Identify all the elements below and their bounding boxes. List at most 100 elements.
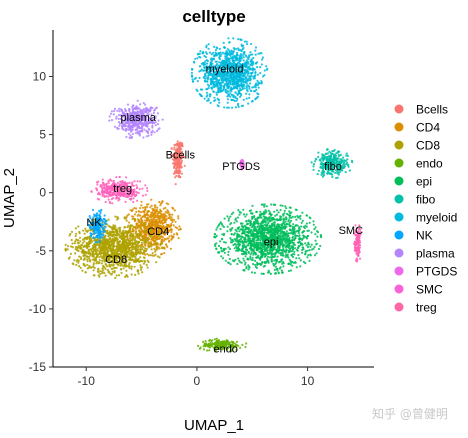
- data-point: [112, 240, 115, 243]
- data-point: [206, 87, 209, 91]
- data-point: [280, 215, 283, 218]
- data-point: [107, 245, 110, 248]
- data-point: [133, 218, 136, 221]
- data-point: [206, 80, 209, 83]
- data-point: [224, 247, 227, 250]
- data-point: [240, 104, 243, 108]
- data-point: [149, 213, 152, 216]
- data-point: [194, 57, 197, 60]
- data-point: [308, 259, 311, 262]
- data-point: [257, 247, 260, 250]
- data-point: [203, 97, 206, 100]
- data-point: [252, 250, 255, 253]
- data-point: [79, 256, 82, 259]
- data-point: [242, 51, 245, 55]
- data-point: [170, 231, 173, 234]
- data-point: [107, 218, 110, 221]
- data-point: [281, 252, 284, 255]
- data-point: [238, 213, 241, 216]
- data-point: [259, 66, 262, 69]
- data-point: [301, 251, 304, 254]
- data-point: [242, 269, 245, 272]
- data-point: [216, 104, 219, 107]
- data-point: [348, 169, 351, 172]
- data-point: [87, 229, 90, 232]
- data-point: [156, 255, 159, 258]
- data-point: [276, 255, 279, 258]
- data-point: [223, 232, 226, 235]
- data-point: [213, 54, 216, 57]
- data-point: [245, 248, 248, 251]
- data-point: [242, 232, 245, 235]
- data-point: [158, 211, 161, 214]
- data-point: [286, 246, 289, 249]
- data-point: [151, 211, 154, 214]
- data-point: [218, 101, 221, 104]
- data-point: [240, 94, 243, 97]
- data-point: [243, 224, 246, 227]
- data-point: [236, 262, 239, 266]
- data-point: [222, 85, 225, 89]
- data-point: [263, 226, 266, 229]
- data-point: [291, 236, 294, 239]
- data-point: [251, 237, 254, 240]
- data-point: [152, 233, 156, 236]
- data-point: [206, 83, 209, 86]
- data-point: [83, 258, 86, 261]
- data-point: [88, 265, 91, 268]
- data-point: [223, 46, 226, 49]
- data-point: [210, 339, 213, 342]
- data-point: [287, 262, 290, 265]
- data-point: [266, 219, 269, 222]
- data-point: [312, 223, 315, 226]
- data-point: [99, 251, 102, 254]
- data-point: [242, 83, 245, 86]
- data-point: [217, 251, 220, 254]
- data-point: [103, 239, 107, 242]
- data-point: [218, 79, 221, 82]
- data-point: [130, 242, 133, 245]
- data-point: [289, 228, 292, 231]
- data-point: [312, 165, 315, 168]
- data-point: [282, 243, 285, 246]
- data-point: [140, 248, 143, 251]
- data-point: [86, 247, 89, 250]
- data-point: [118, 236, 121, 239]
- data-point: [144, 219, 147, 222]
- data-point: [291, 264, 294, 267]
- data-point: [244, 345, 247, 349]
- data-point: [177, 237, 180, 240]
- data-point: [142, 222, 145, 226]
- data-point: [270, 230, 273, 234]
- data-point: [321, 175, 324, 178]
- data-point: [275, 248, 278, 251]
- data-point: [320, 173, 323, 176]
- data-point: [213, 235, 216, 239]
- data-point: [154, 214, 157, 217]
- data-point: [252, 216, 255, 219]
- data-point: [170, 237, 173, 240]
- data-point: [321, 156, 324, 159]
- data-point: [139, 264, 142, 267]
- data-point: [130, 230, 133, 233]
- data-point: [232, 243, 235, 247]
- data-point: [122, 244, 125, 247]
- data-point: [262, 224, 265, 227]
- data-point: [82, 229, 85, 232]
- data-point: [294, 215, 297, 218]
- data-point: [295, 266, 298, 269]
- data-point: [77, 244, 80, 247]
- data-point: [130, 246, 133, 249]
- data-point: [346, 163, 350, 166]
- data-point: [92, 263, 95, 266]
- data-point: [248, 239, 251, 242]
- data-point: [309, 245, 312, 248]
- data-point: [150, 218, 153, 221]
- data-point: [217, 224, 220, 227]
- data-point: [202, 348, 206, 351]
- data-point: [157, 230, 160, 233]
- data-point: [155, 218, 158, 221]
- data-point: [173, 209, 176, 212]
- data-point: [260, 63, 263, 66]
- data-point: [237, 257, 240, 260]
